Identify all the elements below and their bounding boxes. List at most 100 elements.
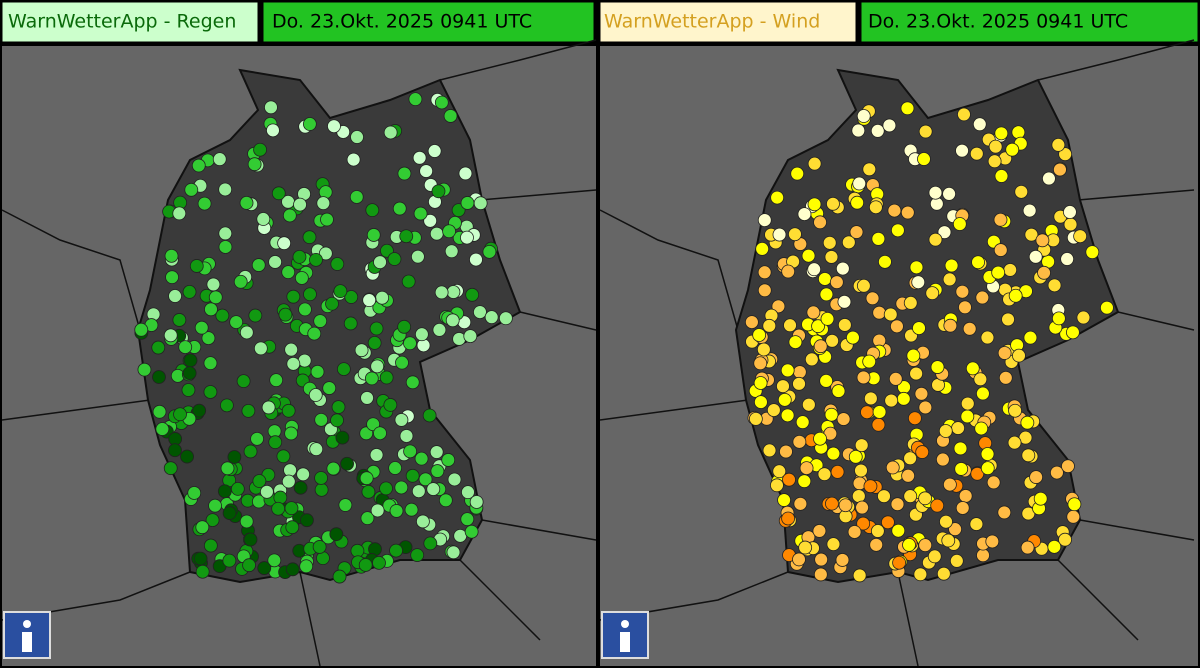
station-dot	[965, 361, 980, 376]
station-dot	[936, 566, 951, 581]
border-line	[1, 399, 151, 421]
station-dot	[444, 244, 459, 259]
station-dot	[907, 411, 922, 426]
station-dot	[298, 302, 312, 317]
station-dot	[797, 474, 812, 489]
station-dot	[172, 206, 187, 221]
border-line	[599, 399, 749, 421]
station-dot	[443, 109, 458, 123]
station-dot	[756, 342, 771, 357]
station-dot	[1020, 540, 1035, 555]
station-dot	[757, 283, 772, 298]
station-dot	[753, 356, 768, 371]
station-dot	[831, 384, 846, 398]
station-dot	[856, 516, 871, 531]
station-dot	[854, 438, 869, 453]
station-dot	[941, 533, 956, 548]
station-dot	[261, 400, 276, 415]
station-dot	[414, 451, 429, 466]
station-dot	[1051, 137, 1066, 152]
station-dot	[473, 305, 487, 320]
station-dot	[445, 313, 460, 328]
station-dot	[163, 461, 178, 476]
station-dot	[464, 524, 479, 539]
station-dot	[935, 452, 950, 467]
station-dot	[403, 336, 417, 351]
station-dot	[930, 498, 945, 513]
station-dot	[890, 497, 905, 512]
border-line	[479, 189, 597, 201]
station-dot	[184, 182, 199, 197]
station-dot	[762, 318, 777, 333]
station-dot	[806, 305, 821, 320]
station-dot	[318, 246, 333, 261]
station-dot	[383, 125, 398, 140]
border-line	[481, 519, 597, 541]
station-dot	[326, 461, 341, 476]
station-dot	[1005, 142, 1020, 157]
station-dot	[960, 396, 975, 411]
station-dot	[942, 272, 957, 287]
station-dot	[168, 289, 182, 303]
station-dot	[463, 329, 478, 343]
station-dot	[973, 372, 988, 387]
station-dot	[241, 403, 256, 418]
station-dot	[312, 540, 327, 554]
station-dot	[872, 305, 887, 320]
station-dot	[870, 524, 885, 538]
station-dot	[394, 480, 409, 495]
station-dot	[284, 342, 299, 357]
station-dot	[203, 356, 218, 371]
station-dot	[958, 489, 973, 503]
station-dot	[752, 328, 767, 342]
station-dot	[307, 326, 322, 341]
station-dot	[850, 195, 865, 210]
station-dot	[460, 512, 475, 527]
station-dot	[957, 107, 971, 122]
station-dot	[799, 461, 814, 475]
station-dot	[316, 196, 331, 211]
station-dot	[346, 152, 361, 167]
station-dot	[498, 311, 513, 326]
station-dot	[242, 558, 256, 573]
station-dot	[771, 299, 786, 314]
station-dot	[392, 201, 407, 216]
station-dot	[379, 370, 394, 385]
station-dot	[744, 315, 759, 330]
station-dot	[469, 495, 484, 509]
station-dot	[192, 403, 207, 418]
station-dot	[364, 371, 379, 386]
station-dot	[460, 196, 475, 210]
station-dot	[903, 296, 918, 310]
station-dot	[465, 287, 480, 302]
station-dot	[313, 314, 328, 328]
station-dot	[373, 426, 387, 441]
station-dot	[206, 277, 221, 292]
station-dot	[1020, 415, 1035, 430]
station-dot	[795, 415, 810, 430]
station-dot	[360, 511, 375, 526]
station-dot	[320, 212, 334, 227]
station-dot	[294, 271, 309, 285]
station-dot	[951, 421, 965, 435]
station-dot	[152, 370, 166, 384]
border-line	[1079, 519, 1195, 541]
station-dot	[1058, 532, 1072, 547]
station-dot	[781, 511, 796, 526]
station-dot	[1024, 227, 1039, 242]
station-dot	[281, 403, 296, 418]
station-dot	[1067, 497, 1082, 512]
station-dot	[974, 421, 989, 436]
station-dot	[419, 164, 434, 178]
station-dot	[975, 290, 990, 305]
station-dot	[308, 388, 323, 402]
station-dot	[801, 397, 816, 412]
border-line	[1, 209, 141, 331]
station-dot	[411, 249, 425, 264]
station-dot	[755, 241, 770, 256]
station-dot	[820, 311, 835, 326]
station-dot	[855, 500, 869, 515]
station-dot	[930, 360, 945, 374]
station-dot	[906, 348, 921, 363]
station-dot	[871, 417, 886, 432]
